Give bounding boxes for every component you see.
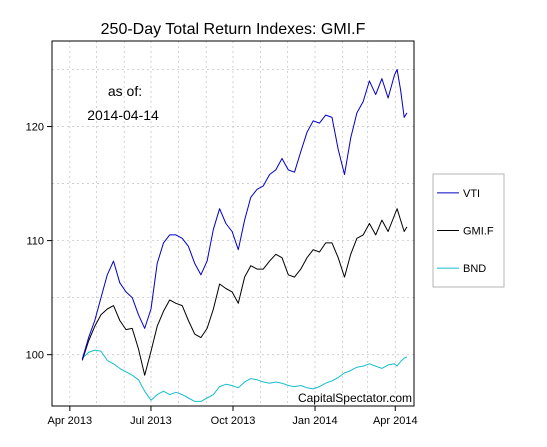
series-line-bnd (81, 349, 408, 402)
x-tick-label: Jul 2013 (130, 415, 172, 427)
chart-title: 250-Day Total Return Indexes: GMI.F (101, 21, 366, 38)
grid (52, 41, 414, 406)
legend-label: VTI (463, 188, 480, 200)
y-tick-label: 110 (26, 236, 44, 248)
series-line-gmi-f (81, 208, 408, 376)
series-line-vti (81, 69, 408, 360)
watermark-text: CapitalSpectator.com (298, 391, 412, 405)
legend: VTI GMI.F BND (432, 173, 505, 288)
y-tick-label: 100 (26, 350, 44, 362)
as-of-date: 2014-04-14 (87, 107, 159, 123)
y-axis: 100 110 120 (26, 122, 52, 362)
legend-label: GMI.F (463, 226, 494, 238)
x-tick-label: Oct 2013 (211, 415, 256, 427)
x-axis: Apr 2013 Jul 2013 Oct 2013 Jan 2014 Apr 2014 (48, 406, 418, 427)
legend-label: BND (463, 263, 486, 275)
series-lines (81, 69, 408, 402)
x-tick-label: Jan 2014 (292, 415, 337, 427)
x-tick-label: Apr 2013 (48, 415, 93, 427)
as-of-label: as of: (108, 83, 142, 99)
y-tick-label: 120 (26, 122, 44, 134)
x-tick-label: Apr 2014 (373, 415, 418, 427)
